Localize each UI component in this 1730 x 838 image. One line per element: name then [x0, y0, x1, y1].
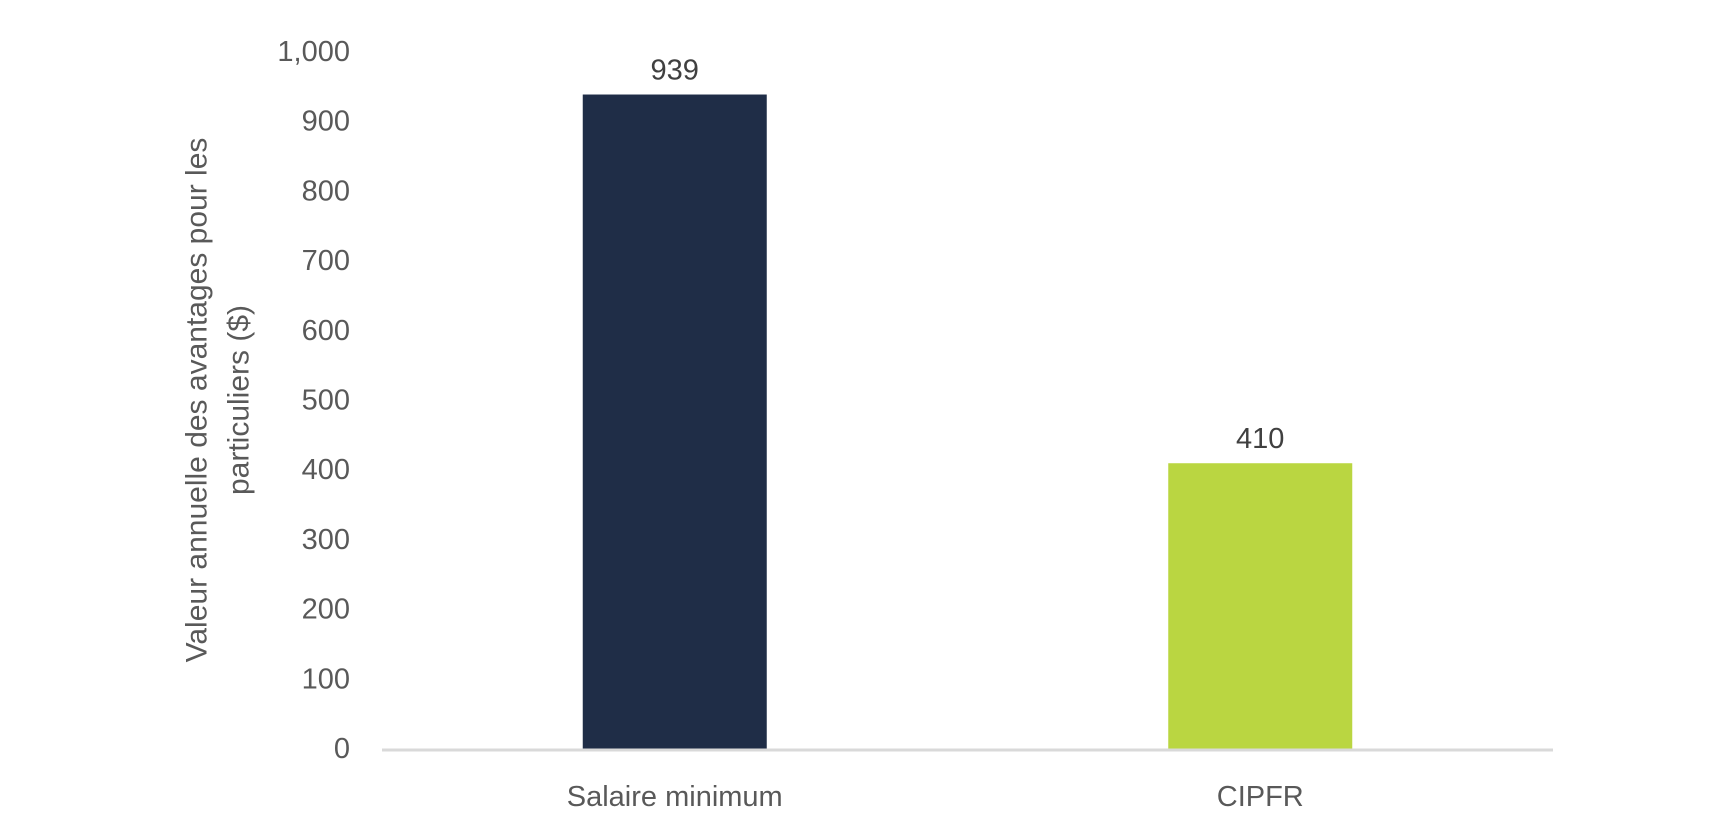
y-axis-title-line: Valeur annuelle des avantages pour les — [181, 138, 214, 663]
data-labels: 939 410 — [651, 55, 1285, 456]
x-axis-category-labels: Salaire minimum CIPFR — [567, 781, 1304, 813]
y-tick-label: 400 — [302, 454, 350, 486]
y-tick-label: 1,000 — [277, 36, 350, 68]
y-tick-label: 0 — [334, 733, 350, 765]
y-tick-label: 900 — [302, 106, 350, 138]
y-tick-label: 800 — [302, 175, 350, 207]
y-tick-label: 100 — [302, 663, 350, 695]
data-label: 410 — [1236, 423, 1284, 455]
y-tick-label: 700 — [302, 245, 350, 277]
y-tick-label: 500 — [302, 385, 350, 417]
bar-1 — [582, 94, 767, 750]
y-tick-label: 200 — [302, 594, 350, 626]
x-category-label: Salaire minimum — [567, 781, 783, 813]
y-axis-tick-labels: 0 100 200 300 400 500 600 700 800 900 1,000 — [277, 36, 350, 765]
bar-2 — [1168, 463, 1353, 749]
y-tick-label: 300 — [302, 524, 350, 556]
y-axis-title: Valeur annuelle des avantages pour les pa… — [181, 138, 256, 663]
data-label: 939 — [651, 55, 699, 87]
y-axis-title-line: particuliers ($) — [223, 305, 256, 495]
x-category-label: CIPFR — [1217, 781, 1304, 813]
y-tick-label: 600 — [302, 315, 350, 347]
bars — [582, 94, 1353, 750]
